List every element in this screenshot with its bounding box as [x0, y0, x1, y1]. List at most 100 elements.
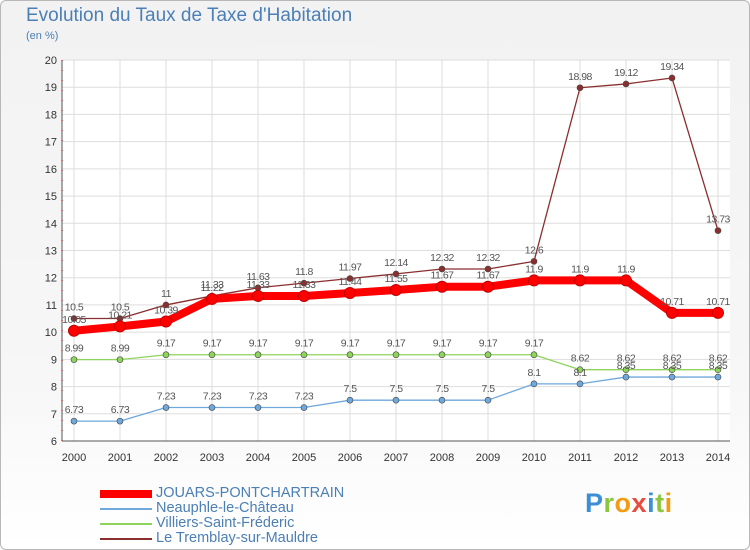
data-label: 8.99 [111, 343, 130, 355]
data-label: 11.33 [293, 279, 317, 291]
data-point [668, 366, 676, 373]
data-label: 7.23 [157, 391, 176, 403]
legend-label: JOUARS-PONTCHARTRAIN [156, 485, 345, 501]
y-tick-label: 17 [45, 137, 57, 149]
y-tick-label: 19 [45, 82, 57, 94]
logo-letter: r [603, 488, 615, 518]
x-tick-label: 2005 [292, 452, 316, 464]
y-tick-label: 6 [51, 436, 57, 448]
logo-letter: P [585, 488, 604, 518]
y-tick-label: 20 [45, 55, 57, 67]
data-label: 8.1 [573, 367, 587, 379]
data-label: 11.9 [571, 263, 589, 275]
y-tick-label: 9 [51, 354, 57, 366]
data-label: 8.35 [663, 360, 682, 372]
data-point [714, 366, 722, 373]
data-label: 9.17 [433, 338, 452, 350]
data-point [390, 283, 402, 296]
data-point [622, 80, 630, 88]
data-point [160, 315, 172, 328]
data-point [436, 280, 448, 293]
data-label: 8.62 [571, 353, 590, 365]
data-label: 7.5 [481, 383, 495, 395]
data-point [298, 289, 310, 302]
data-point [438, 265, 446, 273]
data-label: 6.73 [111, 404, 130, 416]
x-tick-label: 2004 [246, 452, 270, 464]
logo-letter: i [647, 488, 656, 518]
x-tick-label: 2002 [154, 452, 178, 464]
logo-letter: o [614, 488, 632, 518]
data-label: 11.9 [617, 263, 635, 275]
y-tick-label: 8 [51, 382, 57, 394]
data-label: 11.63 [247, 271, 271, 283]
data-point [254, 351, 262, 359]
data-point [574, 274, 586, 287]
x-tick-label: 2001 [108, 452, 132, 464]
data-point [70, 417, 78, 425]
legend-swatch [100, 490, 152, 498]
data-label: 7.23 [203, 391, 222, 403]
data-point [576, 84, 584, 92]
data-label: 18.98 [568, 71, 592, 83]
data-label: 11.9 [525, 263, 543, 275]
data-label: 12.32 [476, 252, 500, 264]
proxiti-logo: Proxiti [585, 488, 673, 519]
data-label: 8.35 [617, 360, 636, 372]
data-point [300, 351, 308, 359]
legend-label: Villiers-Saint-Fréderic [156, 515, 295, 531]
data-point [438, 396, 446, 404]
x-tick-label: 2007 [384, 452, 408, 464]
x-tick-label: 2000 [62, 452, 86, 464]
data-label: 19.34 [660, 61, 684, 73]
y-tick-label: 13 [45, 246, 57, 258]
data-point [300, 404, 308, 411]
data-point [254, 404, 262, 411]
data-point [438, 351, 446, 359]
data-point [116, 417, 124, 425]
data-label: 10.05 [62, 314, 86, 326]
y-tick-label: 7 [51, 409, 57, 421]
data-label: 9.17 [157, 338, 176, 350]
y-tick-label: 14 [45, 218, 57, 230]
data-point [208, 404, 216, 411]
x-tick-label: 2012 [614, 452, 638, 464]
data-label: 10.5 [65, 302, 84, 314]
logo-letter: t [655, 488, 665, 518]
data-point [576, 366, 584, 373]
data-point [346, 396, 354, 404]
data-point [392, 351, 400, 359]
data-point [392, 270, 400, 278]
data-point [162, 351, 170, 359]
data-label: 11.55 [385, 273, 409, 285]
data-point [576, 380, 584, 388]
x-tick-label: 2011 [568, 452, 592, 464]
data-label: 8.1 [527, 367, 541, 379]
x-tick-label: 2009 [476, 452, 500, 464]
chart-title: Evolution du Taux de Taxe d'Habitation [26, 5, 353, 26]
data-label: 10.71 [660, 296, 684, 308]
y-tick-label: 11 [46, 300, 57, 312]
data-label: 9.17 [387, 338, 406, 350]
data-label: 7.23 [295, 391, 314, 403]
data-label: 7.5 [343, 383, 357, 395]
data-point [484, 396, 492, 404]
y-tick-label: 16 [45, 164, 57, 176]
data-point [208, 351, 216, 359]
data-label: 11.8 [295, 266, 313, 278]
y-tick-label: 15 [45, 191, 57, 203]
data-point [620, 274, 632, 287]
data-point [714, 227, 722, 234]
data-label: 8.62 [617, 353, 636, 365]
data-point [530, 258, 538, 265]
y-tick-label: 10 [45, 327, 57, 339]
data-point [114, 320, 126, 333]
data-label: 7.5 [435, 383, 449, 395]
data-point [392, 396, 400, 404]
data-label: 9.17 [341, 338, 360, 350]
data-point [528, 274, 540, 287]
data-point [622, 373, 630, 381]
data-label: 10.21 [108, 309, 132, 321]
data-label: 11.33 [201, 279, 225, 291]
data-label: 11 [161, 288, 172, 300]
